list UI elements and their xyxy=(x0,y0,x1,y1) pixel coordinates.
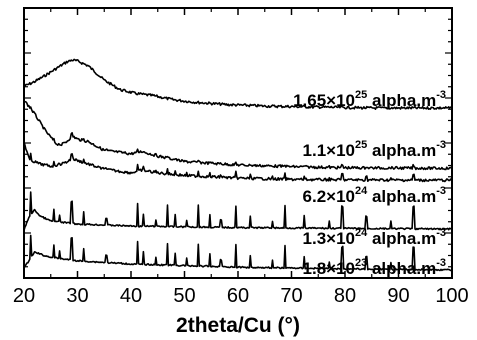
x-tick-label: 100 xyxy=(435,285,468,307)
x-axis-ticks: 20 30 40 50 60 70 80 90 100 xyxy=(13,8,469,307)
x-axis-title: 2theta/Cu (°) xyxy=(176,314,300,337)
series-line xyxy=(23,141,453,183)
x-tick-label: 50 xyxy=(173,285,195,307)
series-label: 1.8×1023 alpha.m-3 xyxy=(303,257,446,278)
series-line xyxy=(23,100,453,171)
y-axis-ticks xyxy=(24,18,452,268)
series-layer xyxy=(23,58,453,272)
x-tick-label: 20 xyxy=(13,285,35,307)
series-label: 1.3×1024 alpha.m-3 xyxy=(303,227,446,248)
series-labels: 1.65×1025 alpha.m-3 1.1×1025 alpha.m-3 6.2… xyxy=(293,89,446,278)
series-line xyxy=(23,191,453,231)
x-tick-label: 70 xyxy=(280,285,302,307)
series-line xyxy=(23,234,452,272)
x-tick-label: 90 xyxy=(387,285,409,307)
x-tick-label: 30 xyxy=(66,285,88,307)
x-tick-label: 80 xyxy=(334,285,356,307)
series-label: 1.65×1025 alpha.m-3 xyxy=(293,89,446,110)
x-tick-label: 60 xyxy=(227,285,249,307)
x-tick-label: 40 xyxy=(120,285,142,307)
series-label: 6.2×1024 alpha.m-3 xyxy=(303,185,446,206)
series-line xyxy=(23,58,453,110)
series-label: 1.1×1025 alpha.m-3 xyxy=(303,139,446,160)
